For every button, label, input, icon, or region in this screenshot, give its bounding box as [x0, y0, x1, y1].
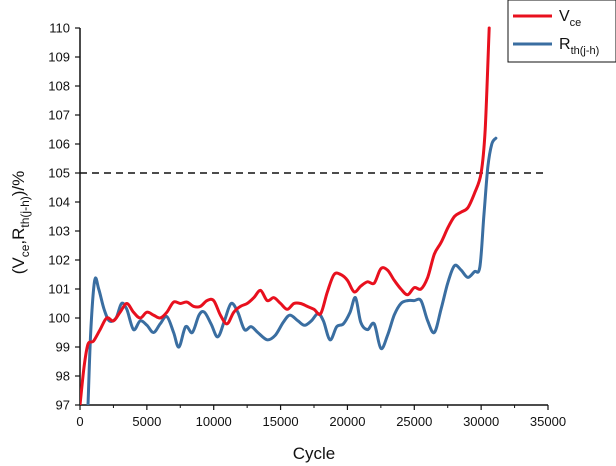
legend-label: Vce [559, 8, 581, 29]
y-tick-label: 107 [48, 108, 70, 123]
x-tick-label: 15000 [262, 414, 298, 429]
x-tick-label: 5000 [132, 414, 161, 429]
x-tick-label: 10000 [196, 414, 232, 429]
series-group [80, 26, 498, 405]
plot-frame [79, 28, 548, 406]
y-tick-label: 106 [48, 137, 70, 152]
y-tick-label: 108 [48, 79, 70, 94]
x-tick-label: 20000 [329, 414, 365, 429]
y-axis-title: (Vce,Rth(j-h))/% [9, 171, 32, 275]
y-tick-label: 103 [48, 224, 70, 239]
y-tick-label: 110 [49, 21, 70, 36]
y-axis-title-sub-1: ce [18, 244, 32, 257]
y-axis-title-sub-2: th(j-h) [18, 196, 32, 227]
x-axis: 0 5000 10000 15000 20000 25000 30000 35000 [76, 405, 566, 429]
x-tick-label: 0 [76, 414, 83, 429]
y-axis-title-part-2: ,R [9, 228, 28, 245]
y-axis: 97 98 99 100 101 102 103 104 105 106 107 108 109 110 [48, 21, 80, 413]
y-tick-label: 101 [48, 282, 70, 297]
y-axis-title-part-1: (V [9, 257, 28, 275]
y-tick-label: 105 [48, 166, 70, 181]
x-axis-title: Cycle [293, 444, 336, 463]
y-tick-label: 100 [48, 311, 70, 326]
y-tick-label: 104 [48, 195, 70, 210]
y-tick-label: 98 [56, 369, 70, 384]
series-line-r [86, 136, 498, 405]
x-tick-label: 35000 [530, 414, 566, 429]
x-tick-label: 30000 [463, 414, 499, 429]
y-axis-title-part-3: )/% [9, 171, 28, 197]
y-tick-label: 99 [56, 340, 70, 355]
x-tick-label: 25000 [396, 414, 432, 429]
legend: Vce Rth(j-h) [507, 0, 616, 63]
legend-label: Rth(j-h) [559, 36, 599, 57]
y-tick-label: 109 [48, 50, 70, 65]
series-line-v [80, 26, 491, 405]
legend-box [507, 0, 616, 63]
y-tick-label: 97 [56, 398, 70, 413]
y-tick-label: 102 [48, 253, 70, 268]
